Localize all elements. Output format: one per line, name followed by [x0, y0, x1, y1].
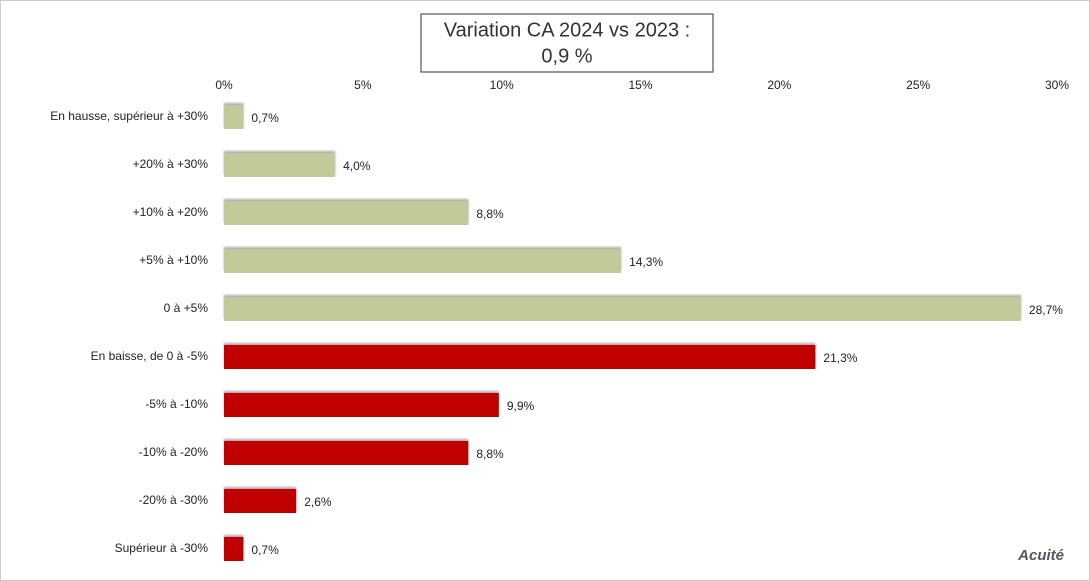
value-label: 14,3% [629, 255, 663, 269]
title-box [420, 13, 714, 73]
y-tick-label: -20% à -30% [139, 493, 209, 507]
chart-title: 0,9 % [541, 45, 592, 67]
value-label: 0,7% [251, 543, 279, 557]
value-label: 8,8% [476, 447, 504, 461]
bar [224, 249, 622, 273]
value-label: 28,7% [1029, 303, 1063, 317]
bar [224, 489, 297, 513]
y-tick-label: En hausse, supérieur à +30% [50, 109, 208, 123]
value-label: 8,8% [476, 207, 504, 221]
y-tick-label: -10% à -20% [139, 445, 209, 459]
y-tick-label: 0 à +5% [164, 301, 209, 315]
bar [224, 201, 469, 225]
value-label: 0,7% [251, 111, 279, 125]
value-label: 21,3% [823, 351, 857, 365]
value-label: 4,0% [343, 159, 371, 173]
y-tick-label: Supérieur à -30% [115, 541, 209, 555]
value-label: 2,6% [304, 495, 332, 509]
y-tick-label: -5% à -10% [145, 397, 208, 411]
bar [224, 537, 244, 561]
chart-title: Variation CA 2024 vs 2023 : [444, 19, 690, 41]
x-tick-label: 25% [906, 78, 930, 92]
x-tick-label: 15% [628, 78, 652, 92]
value-label: 9,9% [507, 399, 535, 413]
y-tick-label: +10% à +20% [133, 205, 209, 219]
bar [224, 441, 469, 465]
source-logo: Acuité [1017, 547, 1064, 564]
bar [224, 105, 244, 129]
bar [224, 297, 1021, 321]
x-tick-label: 10% [490, 78, 514, 92]
y-tick-label: +20% à +30% [133, 157, 209, 171]
x-tick-label: 5% [354, 78, 372, 92]
x-tick-label: 30% [1045, 78, 1069, 92]
y-tick-label: +5% à +10% [139, 253, 208, 267]
bar [224, 153, 336, 177]
bar [224, 393, 499, 417]
x-tick-label: 20% [767, 78, 791, 92]
x-tick-label: 0% [215, 78, 233, 92]
bar [224, 345, 816, 369]
y-tick-label: En baisse, de 0 à -5% [91, 349, 209, 363]
